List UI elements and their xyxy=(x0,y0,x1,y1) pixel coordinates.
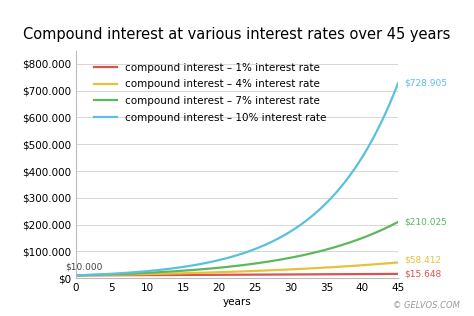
Text: © GELVOS.COM: © GELVOS.COM xyxy=(393,301,460,310)
Line: compound interest – 1% interest rate: compound interest – 1% interest rate xyxy=(76,274,398,276)
compound interest – 1% interest rate xyxy=(388,272,393,276)
compound interest – 4% interest rate xyxy=(395,261,401,264)
Text: $10.000: $10.000 xyxy=(65,263,102,272)
Title: Compound interest at various interest rates over 45 years: Compound interest at various interest ra… xyxy=(23,27,451,42)
compound interest – 1% interest rate xyxy=(73,274,79,277)
compound interest – 10% interest rate xyxy=(226,256,232,259)
Text: $58.412: $58.412 xyxy=(404,256,441,265)
compound interest – 7% interest rate xyxy=(228,264,234,268)
compound interest – 4% interest rate xyxy=(226,270,232,274)
Line: compound interest – 4% interest rate: compound interest – 4% interest rate xyxy=(76,263,398,276)
compound interest – 1% interest rate xyxy=(265,273,271,276)
compound interest – 4% interest rate xyxy=(388,261,393,265)
compound interest – 1% interest rate xyxy=(228,273,234,276)
compound interest – 7% interest rate xyxy=(337,244,343,247)
compound interest – 7% interest rate xyxy=(395,220,401,224)
compound interest – 7% interest rate xyxy=(388,224,393,228)
compound interest – 4% interest rate xyxy=(265,269,271,272)
compound interest – 10% interest rate xyxy=(228,255,234,259)
compound interest – 4% interest rate xyxy=(337,265,343,269)
compound interest – 10% interest rate xyxy=(395,81,401,85)
compound interest – 10% interest rate xyxy=(388,100,393,104)
compound interest – 10% interest rate xyxy=(337,186,343,190)
Legend: compound interest – 1% interest rate, compound interest – 4% interest rate, comp: compound interest – 1% interest rate, co… xyxy=(94,63,327,123)
Text: $728.905: $728.905 xyxy=(404,78,447,88)
compound interest – 10% interest rate xyxy=(247,249,253,253)
compound interest – 7% interest rate xyxy=(73,274,79,277)
Line: compound interest – 10% interest rate: compound interest – 10% interest rate xyxy=(76,83,398,276)
compound interest – 4% interest rate xyxy=(228,270,234,274)
compound interest – 10% interest rate xyxy=(73,274,79,277)
Line: compound interest – 7% interest rate: compound interest – 7% interest rate xyxy=(76,222,398,276)
compound interest – 1% interest rate xyxy=(337,272,343,276)
compound interest – 4% interest rate xyxy=(73,274,79,277)
compound interest – 1% interest rate xyxy=(247,273,253,276)
compound interest – 10% interest rate xyxy=(265,242,271,246)
Text: $15.648: $15.648 xyxy=(404,270,441,278)
compound interest – 7% interest rate xyxy=(265,260,271,264)
compound interest – 4% interest rate xyxy=(247,269,253,273)
compound interest – 7% interest rate xyxy=(226,265,232,269)
compound interest – 7% interest rate xyxy=(247,262,253,266)
Text: $210.025: $210.025 xyxy=(404,217,447,226)
compound interest – 1% interest rate xyxy=(226,273,232,277)
compound interest – 1% interest rate xyxy=(395,272,401,276)
X-axis label: years: years xyxy=(223,297,251,307)
